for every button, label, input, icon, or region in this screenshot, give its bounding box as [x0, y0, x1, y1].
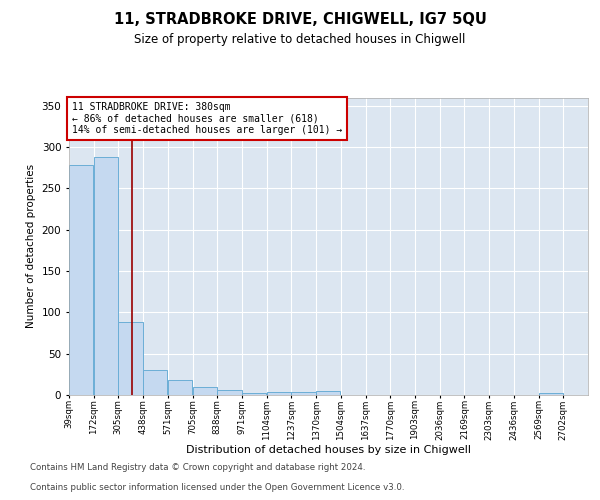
Bar — [94, 157, 118, 395]
Bar — [316, 391, 340, 395]
Bar — [242, 392, 266, 395]
Text: 11, STRADBROKE DRIVE, CHIGWELL, IG7 5QU: 11, STRADBROKE DRIVE, CHIGWELL, IG7 5QU — [113, 12, 487, 28]
Text: Contains HM Land Registry data © Crown copyright and database right 2024.: Contains HM Land Registry data © Crown c… — [30, 464, 365, 472]
X-axis label: Distribution of detached houses by size in Chigwell: Distribution of detached houses by size … — [186, 445, 471, 455]
Text: Contains public sector information licensed under the Open Government Licence v3: Contains public sector information licen… — [30, 484, 404, 492]
Bar — [118, 322, 143, 395]
Bar — [168, 380, 192, 395]
Bar — [539, 392, 563, 395]
Bar — [69, 166, 93, 395]
Text: Size of property relative to detached houses in Chigwell: Size of property relative to detached ho… — [134, 32, 466, 46]
Bar — [266, 392, 291, 395]
Y-axis label: Number of detached properties: Number of detached properties — [26, 164, 36, 328]
Bar — [292, 392, 316, 395]
Text: 11 STRADBROKE DRIVE: 380sqm
← 86% of detached houses are smaller (618)
14% of se: 11 STRADBROKE DRIVE: 380sqm ← 86% of det… — [71, 102, 342, 135]
Bar — [193, 386, 217, 395]
Bar — [143, 370, 167, 395]
Bar — [217, 390, 242, 395]
